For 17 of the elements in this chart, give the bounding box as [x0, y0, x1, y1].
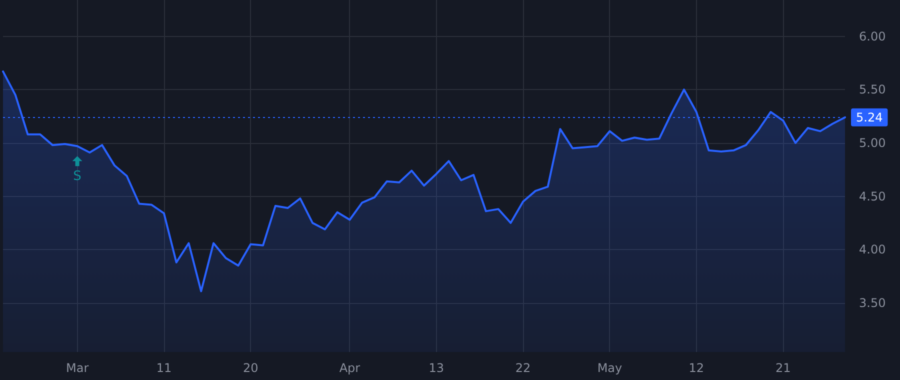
x-tick-label: 13	[428, 361, 444, 375]
y-tick-label: 5.50	[859, 82, 886, 97]
x-tick-label: May	[597, 361, 622, 375]
y-tick-label: 4.00	[859, 242, 886, 257]
x-tick-label: 20	[243, 361, 258, 375]
y-tick-label: 6.00	[859, 29, 886, 44]
x-tick-label: Apr	[339, 361, 360, 375]
x-tick-label: Mar	[66, 361, 89, 375]
x-tick-label: 11	[156, 361, 172, 375]
y-tick-label: 4.50	[859, 189, 886, 204]
y-tick-label: 5.00	[859, 136, 886, 150]
x-tick-label: 22	[515, 361, 531, 375]
x-tick-label: 21	[775, 361, 791, 375]
x-tick-label: 12	[688, 361, 704, 375]
annotation: S	[73, 169, 82, 184]
y-tick-label: 3.50	[859, 296, 886, 310]
ref-line-label: 5.24	[856, 110, 883, 124]
